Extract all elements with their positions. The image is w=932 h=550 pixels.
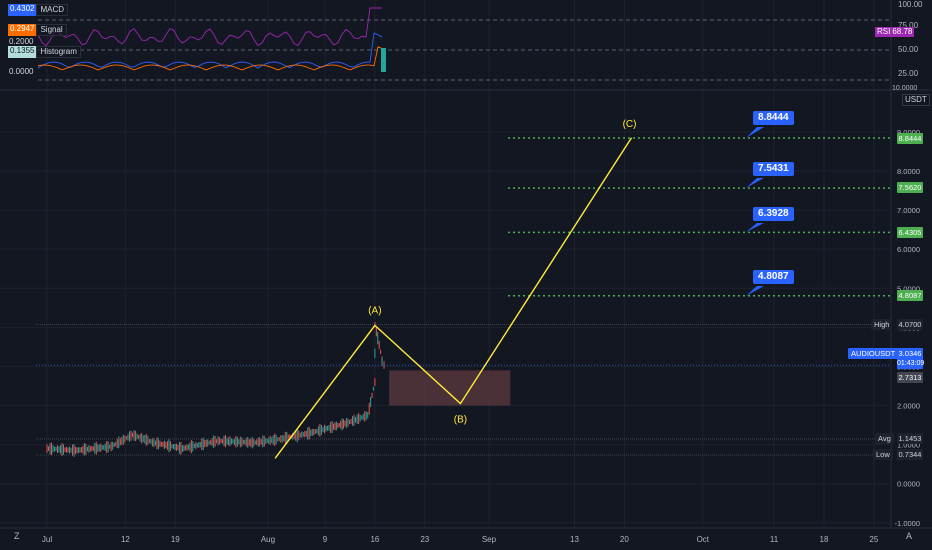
wave-label: (B) xyxy=(454,415,467,426)
price-pane xyxy=(46,322,385,457)
y-tick-label: 1.0000 xyxy=(897,441,920,450)
rsi-line xyxy=(37,7,382,47)
histogram-bar xyxy=(381,48,386,72)
overlay-drawings: (A) (B) (C) xyxy=(36,119,891,459)
y-tick-label: 5.0000 xyxy=(897,284,920,293)
logo-icon[interactable]: Z xyxy=(14,531,20,541)
histogram-value: 0.1355 xyxy=(8,46,37,58)
x-tick-label: 23 xyxy=(420,535,429,544)
rsi-tick-25: 25.00 xyxy=(898,69,919,78)
histogram-label: Histogram xyxy=(36,46,81,58)
histogram-legend[interactable]: 0.1355 Histogram xyxy=(8,46,81,58)
target-tag-1: 8.8444 xyxy=(897,133,923,144)
signal-legend[interactable]: 0.2947 Signal xyxy=(8,24,67,36)
y-tick-label: 8.0000 xyxy=(897,167,920,176)
wave-path xyxy=(274,137,633,459)
target-callout-4[interactable]: 4.8087 xyxy=(753,270,794,284)
avg-marker-value: 1.1453 xyxy=(897,433,923,444)
signal-value: 0.2947 xyxy=(8,24,37,36)
y-tick-label: 9.0000 xyxy=(897,128,920,137)
y-tick-label: 7.0000 xyxy=(897,206,920,215)
symbol-tag: AUDIOUSDT xyxy=(848,348,899,359)
countdown-tag: 01:43:09 xyxy=(897,358,925,369)
support-tag: 2.7313 xyxy=(897,372,923,383)
macd-line xyxy=(37,32,383,69)
macd-legend[interactable]: 0.4302 MACD xyxy=(8,4,69,16)
x-tick-label: 11 xyxy=(770,535,779,544)
wave-label: (A) xyxy=(368,305,381,316)
macd-value: 0.4302 xyxy=(8,4,37,16)
x-tick-label: 12 xyxy=(121,535,130,544)
low-marker-name: Low xyxy=(873,449,893,460)
macd-label: MACD xyxy=(36,4,69,16)
rsi-tick-75: 75.00 xyxy=(898,21,919,30)
x-tick-label: 19 xyxy=(171,535,180,544)
rsi-pane xyxy=(37,7,891,81)
target-callout-2[interactable]: 7.5431 xyxy=(753,162,794,176)
high-marker-name: High xyxy=(871,319,893,330)
rsi-value: 68.78 xyxy=(892,27,915,37)
y-tick-label: 0.0000 xyxy=(897,480,920,489)
high-marker-value: 4.0700 xyxy=(897,319,923,330)
x-tick-label: Aug xyxy=(261,535,275,544)
y-tick-label: 6.0000 xyxy=(897,245,920,254)
last-price-tag: 3.0346 xyxy=(897,348,923,359)
target-callout-3[interactable]: 6.3928 xyxy=(753,207,794,221)
x-tick-label: 16 xyxy=(370,535,379,544)
auto-scale-button[interactable]: A xyxy=(906,531,913,541)
callout-pointer xyxy=(746,127,764,138)
x-tick-label: 25 xyxy=(869,535,878,544)
signal-line xyxy=(37,46,383,71)
low-marker-value: 0.7344 xyxy=(897,449,923,460)
zone-box xyxy=(389,370,511,406)
target-tag-2: 7.5620 xyxy=(897,182,923,193)
x-tick-label: Jul xyxy=(42,535,52,544)
x-tick-label: 20 xyxy=(620,535,629,544)
x-tick-label: 18 xyxy=(820,535,829,544)
target-callout-1[interactable]: 8.8444 xyxy=(753,111,794,125)
callout-pointer xyxy=(746,286,764,296)
avg-marker-name: Avg xyxy=(875,433,894,444)
x-tick-label: Oct xyxy=(697,535,710,544)
x-tick-label: 9 xyxy=(323,535,328,544)
rsi-tick-50: 50.00 xyxy=(898,45,919,54)
callout-pointer xyxy=(746,223,764,232)
macd-scale-tick-1: 0.2000 xyxy=(9,37,34,46)
x-tick-label: 13 xyxy=(570,535,579,544)
wave-label: (C) xyxy=(623,119,637,130)
macd-scale-tick-2: 0.0000 xyxy=(9,67,34,76)
rsi-tick-10: 10.0000 xyxy=(892,85,918,92)
y-tick-label: -1.0000 xyxy=(895,519,920,528)
rsi-label: RSI xyxy=(875,27,893,37)
y-tick-label: 2.0000 xyxy=(897,402,920,411)
signal-label: Signal xyxy=(36,24,67,36)
rsi-tick-100: 100.00 xyxy=(898,0,923,9)
callout-pointer xyxy=(746,178,764,188)
rsi-legend[interactable]: RSI 68.78 xyxy=(875,27,915,37)
x-tick-label: Sep xyxy=(482,535,497,544)
target-tag-4: 4.8087 xyxy=(897,290,923,301)
currency-label[interactable]: USDT xyxy=(902,94,930,106)
grid-lines xyxy=(0,0,890,528)
target-tag-3: 6.4305 xyxy=(897,227,923,238)
